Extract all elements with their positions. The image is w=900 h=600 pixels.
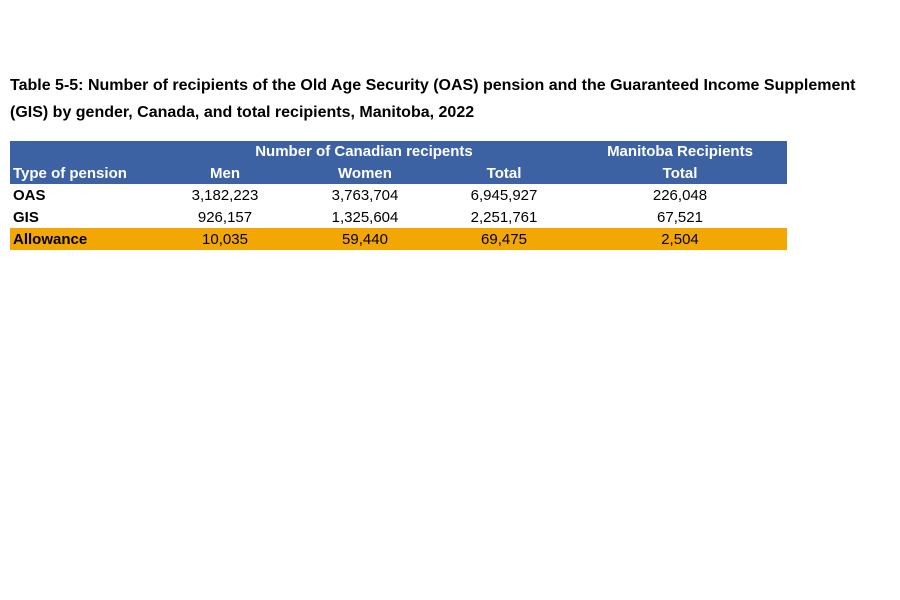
header-canadian-recipients: Number of Canadian recipents [155,141,573,162]
cell-total: 6,945,927 [470,186,538,204]
header-women: Women [295,162,435,184]
header-manitoba-recipients: Manitoba Recipients [573,141,787,162]
header-group-row: Number of Canadian recipents Manitoba Re… [10,141,787,162]
header-manitoba-total: Total [573,162,787,184]
header-total: Total [435,162,573,184]
row-label: Allowance [10,228,155,250]
cell-women: 1,325,604 [331,208,399,226]
cell-women: 3,763,704 [331,186,399,204]
cell-manitoba-total: 226,048 [652,186,708,204]
row-label: OAS [13,186,46,204]
header-type-of-pension: Type of pension [10,162,155,184]
pension-table: Number of Canadian recipents Manitoba Re… [10,141,787,250]
header-men: Men [155,162,295,184]
table-row-gis: GIS 926,157 1,325,604 2,251,761 67,521 [10,206,787,228]
table-row-oas: OAS 3,182,223 3,763,704 6,945,927 226,04… [10,184,787,206]
cell-men: 10,035 [155,228,295,250]
header-empty-cell [10,141,155,162]
cell-total: 69,475 [435,228,573,250]
cell-total: 2,251,761 [470,208,538,226]
cell-men: 3,182,223 [191,186,259,204]
cell-women: 59,440 [295,228,435,250]
table-title-line-1: Table 5-5: Number of recipients of the O… [10,77,856,94]
table-title: Table 5-5: Number of recipients of the O… [10,72,896,126]
row-label: GIS [13,208,39,226]
table-title-line-2: (GIS) by gender, Canada, and total recip… [10,104,475,121]
cell-men: 926,157 [197,208,253,226]
header-columns-row: Type of pension Men Women Total Total [10,162,787,184]
cell-manitoba-total: 2,504 [573,228,787,250]
table-row-allowance: Allowance 10,035 59,440 69,475 2,504 [10,228,787,250]
cell-manitoba-total: 67,521 [657,208,703,226]
